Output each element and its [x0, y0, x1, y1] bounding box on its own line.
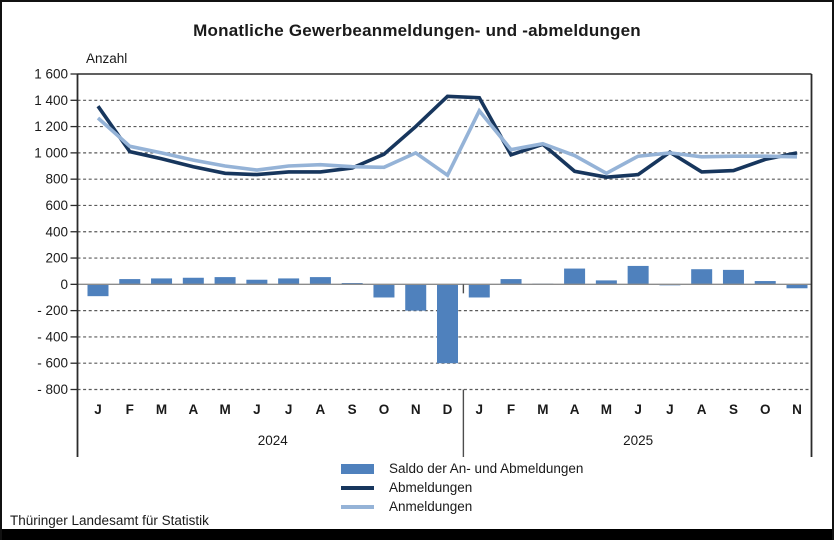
y-tick-label: - 800	[37, 382, 68, 397]
month-label: N	[411, 402, 421, 417]
month-label: M	[537, 402, 548, 417]
saldo-bar	[468, 284, 490, 298]
legend-label-abmeldungen: Abmeldungen	[389, 480, 473, 495]
month-label: F	[126, 402, 134, 417]
month-label: A	[188, 402, 198, 417]
month-label: M	[156, 402, 167, 417]
month-label: J	[94, 402, 102, 417]
y-tick-label: 200	[45, 251, 68, 266]
saldo-bar	[151, 278, 173, 285]
legend: Saldo der An- und Abmeldungen Abmeldunge…	[341, 459, 583, 516]
legend-item-abmeldungen: Abmeldungen	[341, 478, 583, 497]
month-label: J	[666, 402, 674, 417]
month-label: A	[316, 402, 326, 417]
y-tick-label: 1 200	[34, 119, 68, 134]
saldo-bar	[722, 269, 744, 285]
y-tick-label: 1 600	[34, 67, 68, 82]
y-tick-label: - 200	[37, 303, 68, 318]
month-label: A	[570, 402, 580, 417]
saldo-bar	[309, 277, 331, 285]
saldo-bar	[786, 284, 808, 289]
month-label: J	[476, 402, 484, 417]
month-label: M	[219, 402, 230, 417]
legend-label-anmeldungen: Anmeldungen	[389, 499, 473, 514]
saldo-bar	[246, 279, 268, 285]
month-label: N	[792, 402, 802, 417]
legend-item-anmeldungen: Anmeldungen	[341, 497, 583, 516]
bottom-bar	[2, 529, 832, 540]
month-label: S	[348, 402, 357, 417]
month-label: O	[760, 402, 771, 417]
legend-item-saldo: Saldo der An- und Abmeldungen	[341, 459, 583, 478]
y-tick-label: - 600	[37, 356, 68, 371]
saldo-bar	[278, 278, 300, 285]
saldo-bar	[214, 277, 236, 285]
month-label: M	[601, 402, 612, 417]
y-tick-label: 800	[45, 172, 68, 187]
y-tick-label: 600	[45, 198, 68, 213]
month-label: A	[697, 402, 707, 417]
saldo-bar	[595, 280, 617, 285]
saldo-bar	[564, 268, 586, 285]
saldo-bar	[182, 277, 204, 285]
saldo-bar	[437, 284, 458, 364]
month-label: O	[379, 402, 390, 417]
y-tick-label: - 400	[37, 329, 68, 344]
saldo-bar	[754, 281, 776, 285]
month-label: F	[507, 402, 515, 417]
y-tick-label: 1 000	[34, 145, 68, 160]
abmeldungen-line-swatch-icon	[341, 485, 374, 490]
saldo-bar	[405, 284, 427, 311]
y-tick-label: 400	[45, 224, 68, 239]
saldo-swatch-icon	[341, 463, 374, 474]
saldo-bar	[500, 279, 522, 285]
month-label: J	[634, 402, 642, 417]
year-label: 2025	[623, 433, 653, 448]
abmeldungen-polyline	[96, 94, 798, 180]
chart-title: Monatliche Gewerbeanmeldungen- und -abme…	[193, 21, 641, 40]
month-label: S	[729, 402, 738, 417]
year-label: 2024	[258, 433, 289, 448]
saldo-bar	[627, 265, 649, 285]
legend-label-saldo: Saldo der An- und Abmeldungen	[389, 461, 584, 476]
saldo-bar	[119, 279, 141, 285]
month-label: J	[285, 402, 293, 417]
month-label: D	[443, 402, 453, 417]
y-tick-label: 1 400	[34, 93, 68, 108]
saldo-bar	[691, 269, 713, 285]
saldo-bar	[87, 284, 109, 297]
anmeldungen-polyline	[96, 107, 798, 178]
y-tick-label: 0	[60, 277, 68, 292]
source-label: Thüringer Landesamt für Statistik	[10, 513, 209, 528]
y-axis-title: Anzahl	[86, 51, 128, 66]
saldo-bar	[373, 284, 395, 298]
month-label: J	[253, 402, 261, 417]
anmeldungen-line-swatch-icon	[341, 504, 374, 509]
